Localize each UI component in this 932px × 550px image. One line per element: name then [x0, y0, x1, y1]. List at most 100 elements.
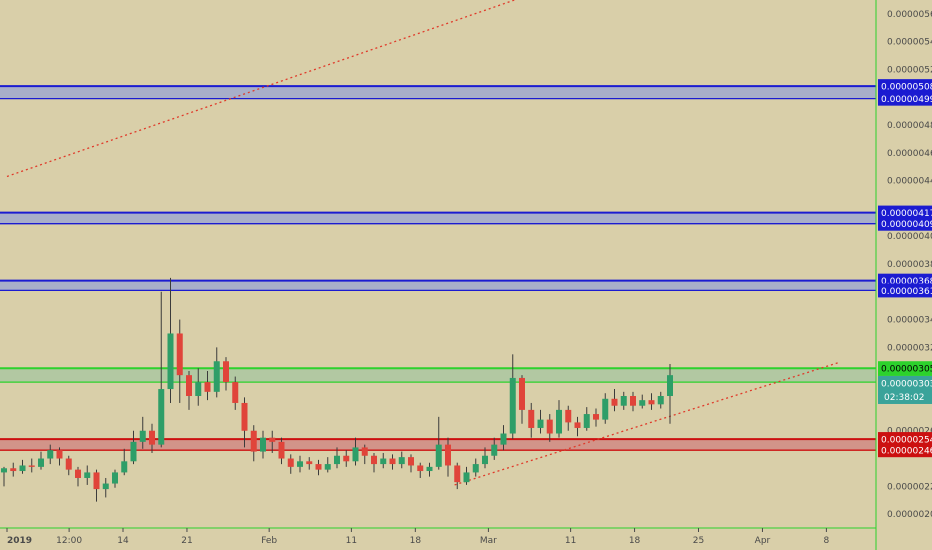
- candle-body: [93, 472, 100, 490]
- candle-body: [639, 400, 646, 406]
- candle-body: [1, 468, 7, 473]
- candle-body: [56, 450, 63, 459]
- candle-body: [47, 450, 54, 459]
- candle-body: [435, 444, 442, 467]
- candle-body: [158, 389, 165, 445]
- price-labels: 0.00000508 0.00000499 0.000004170.00000409…: [878, 79, 932, 458]
- zone-band: [0, 212, 876, 224]
- candle-body: [19, 465, 26, 472]
- zone-band: [0, 280, 876, 291]
- candle-body: [417, 465, 424, 472]
- y-tick-label: 0.00000560: [887, 10, 932, 20]
- candle-body: [176, 333, 183, 376]
- x-tick-label: 18: [410, 536, 422, 546]
- candle-body: [260, 437, 266, 452]
- x-tick-label: Apr: [755, 536, 771, 546]
- candle-body: [491, 444, 498, 456]
- zone-bottom-price-label: 0.00000361: [881, 287, 932, 297]
- candle-body: [454, 465, 461, 483]
- candle-body: [509, 377, 516, 434]
- candle-body: [149, 430, 155, 445]
- candle-body: [186, 375, 192, 396]
- x-tick-label: 8: [824, 536, 830, 546]
- candle-body: [630, 396, 636, 406]
- zone-bottom-price-label: 0.00000409: [881, 220, 932, 230]
- x-tick-label: 25: [693, 536, 704, 546]
- x-tick-label: 11: [346, 536, 357, 546]
- candle-body: [287, 458, 294, 467]
- candle-body: [463, 472, 470, 483]
- candle-body: [223, 361, 229, 383]
- candle-body: [593, 414, 599, 420]
- candle-body: [574, 422, 581, 428]
- trendline: [6, 0, 517, 178]
- zone-bottom-price-label-box: [878, 91, 932, 106]
- y-tick-label: 0.00000200: [887, 510, 932, 520]
- y-tick-label: 0.00000460: [887, 149, 932, 159]
- x-tick-label: Mar: [480, 536, 497, 546]
- candle-body: [28, 465, 35, 467]
- y-tick-label: 0.00000260: [887, 427, 932, 437]
- candle-body: [398, 457, 405, 465]
- zone-top-price-label: 0.00000508: [881, 83, 932, 93]
- y-tick-label: 0.00000520: [887, 65, 932, 75]
- zone-top-price-label: 0.00000305: [881, 365, 932, 375]
- candle-body: [278, 441, 285, 459]
- candle-body: [620, 396, 627, 406]
- candle-body: [445, 444, 451, 466]
- candle-body: [65, 458, 72, 470]
- candle-body: [250, 430, 257, 452]
- candle-body: [371, 455, 377, 465]
- candle-body: [84, 472, 91, 478]
- candle-body: [657, 396, 664, 405]
- candle-body: [315, 464, 322, 470]
- candle-body: [482, 455, 488, 465]
- candle-body: [602, 398, 609, 420]
- x-axis-ticks: 2019 12:00 14 21 Feb 11 18 Mar 11 18 25 Apr 8: [6, 528, 830, 546]
- candle-body: [334, 455, 340, 465]
- zone-top-price-label: 0.00000417: [881, 209, 932, 219]
- candle-body: [667, 375, 673, 396]
- x-tick-label: 14: [117, 536, 129, 546]
- zone-band: [0, 439, 876, 451]
- x-tick-label: 21: [181, 536, 192, 546]
- candle-body: [361, 447, 368, 456]
- y-tick-label: 0.00000380: [887, 260, 932, 270]
- candle-body: [269, 437, 276, 442]
- candle-body: [556, 409, 562, 434]
- candle-body: [195, 382, 202, 396]
- zone-top-price-label-box: [878, 361, 932, 376]
- candle-body: [112, 472, 118, 484]
- zone-top-price-label: 0.00000254: [881, 436, 932, 446]
- candle-body: [528, 409, 535, 428]
- candle-body: [324, 464, 331, 470]
- zone-bottom-price-label: 0.00000246: [881, 447, 932, 457]
- candle-body: [472, 464, 479, 473]
- candle-body: [241, 402, 248, 431]
- candle-body: [75, 469, 81, 478]
- zone-bottom-price-label: 0.00000499: [881, 95, 932, 105]
- current-price-label: 0.00000303: [881, 379, 932, 389]
- candle-body: [102, 483, 109, 490]
- candle-body: [130, 441, 137, 462]
- candle-body: [167, 333, 174, 390]
- candle-body: [565, 409, 572, 423]
- candlestick-series: [1, 277, 673, 502]
- candle-body: [648, 400, 655, 405]
- x-tick-label: 18: [629, 536, 641, 546]
- candle-body: [352, 447, 359, 462]
- x-tick-label: 11: [565, 536, 576, 546]
- zone-top-price-label-box: [878, 432, 932, 447]
- candle-body: [500, 433, 507, 445]
- candle-body: [380, 458, 387, 465]
- candle-body: [297, 461, 303, 467]
- candle-body: [519, 377, 525, 410]
- candle-body: [121, 461, 128, 473]
- y-axis-ticks: 0.00000560 0.00000540 0.00000520 0.00000480…: [887, 10, 932, 520]
- candle-body: [426, 466, 433, 472]
- candle-body: [583, 414, 590, 428]
- zone-top-price-label: 0.00000368: [881, 277, 932, 287]
- candle-body: [389, 458, 396, 465]
